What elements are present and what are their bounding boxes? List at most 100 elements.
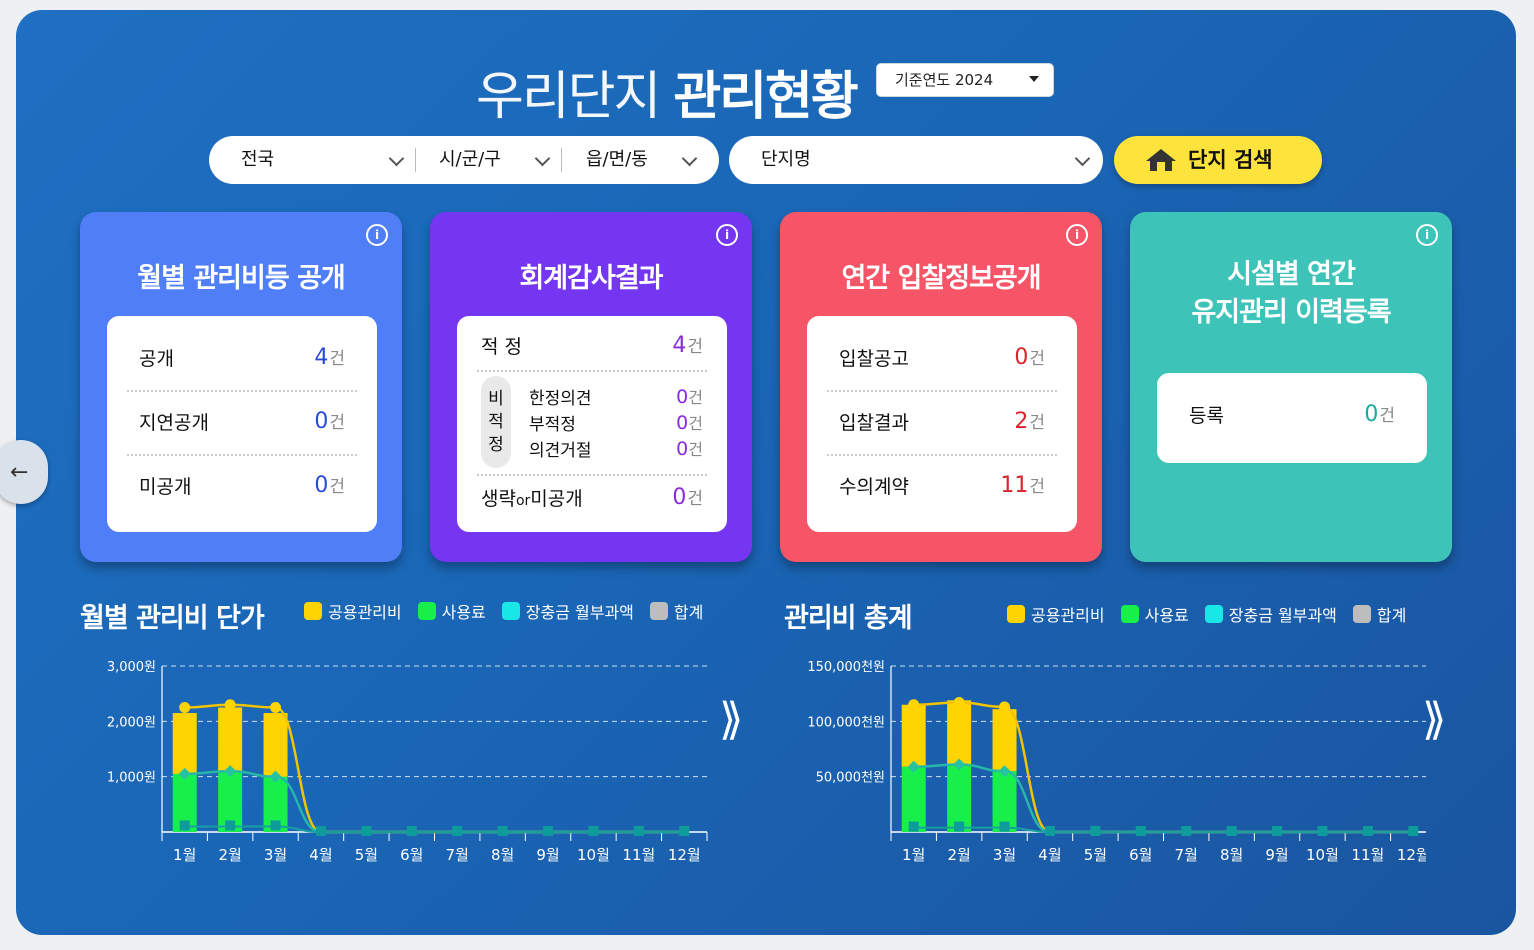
- info-icon[interactable]: i: [366, 224, 388, 246]
- unit: 건: [688, 414, 703, 433]
- x-tick-label: 1월: [173, 846, 196, 864]
- region3-label: 읍/면/동: [586, 149, 648, 170]
- point-reserve: [406, 826, 417, 836]
- legend-usage[interactable]: 사용료: [417, 599, 486, 623]
- point-reserve: [633, 826, 644, 836]
- title-light: 우리단지: [476, 67, 661, 127]
- unit: 건: [1379, 406, 1395, 426]
- row-value: 4건: [672, 332, 703, 358]
- year-select[interactable]: 기준연도 2024: [876, 63, 1054, 97]
- x-tick-label: 3월: [264, 846, 287, 864]
- bar-common: [992, 709, 1017, 772]
- row-disclaimer: 의견거절 0건: [529, 436, 703, 462]
- x-tick-label: 5월: [355, 846, 378, 864]
- unit: 건: [329, 413, 345, 433]
- card-facility-maintenance[interactable]: i 시설별 연간 유지관리 이력등록 등록 0건: [1130, 212, 1452, 562]
- chart2-next-icon[interactable]: ⟫: [1422, 694, 1447, 745]
- legend-label: 사용료: [1144, 606, 1189, 625]
- region2-select[interactable]: 시/군/구: [439, 136, 559, 184]
- legend-common[interactable]: 공용관리비: [1007, 602, 1105, 626]
- point-usage: [907, 760, 920, 773]
- line-usage: [184, 769, 685, 834]
- y-tick-label: 1,000원: [107, 771, 156, 786]
- unit: 건: [1029, 349, 1045, 369]
- x-tick-label: 9월: [536, 846, 559, 864]
- point-reserve: [361, 826, 372, 836]
- complex-search-button[interactable]: 단지 검색: [1114, 136, 1322, 184]
- search-button-label: 단지 검색: [1188, 148, 1273, 172]
- region3-select[interactable]: 읍/면/동: [586, 136, 706, 184]
- point-reserve: [954, 821, 965, 832]
- card-title-line: 시설별 연간: [1227, 259, 1356, 290]
- chart1-next-icon[interactable]: ⟫: [719, 694, 744, 745]
- legend-swatch: [1007, 605, 1025, 623]
- unit: 건: [1029, 413, 1045, 433]
- card-bid-info[interactable]: i 연간 입찰정보공개 입찰공고 0건 입찰결과 2건 수의계약 11건: [780, 212, 1102, 562]
- bar-common: [901, 704, 926, 767]
- row-value: 0건: [314, 408, 345, 434]
- chevron-down-icon: [681, 150, 698, 167]
- row-disclosed: 공개 4건: [139, 344, 345, 374]
- line-reserve: [913, 826, 1414, 833]
- legend-total[interactable]: 합계: [1352, 602, 1407, 626]
- card-title: 회계감사결과: [519, 263, 663, 294]
- x-tick-label: 11월: [622, 846, 655, 864]
- legend-common[interactable]: 공용관리비: [304, 599, 402, 623]
- x-tick-label: 7월: [446, 846, 469, 864]
- divider: [561, 148, 562, 172]
- card-audit-result[interactable]: i 회계감사결과 적 정 4건 비 적 정 한정의견 0건 부적정 0건: [430, 212, 752, 562]
- legend-swatch: [304, 602, 322, 620]
- legend-total[interactable]: 합계: [649, 599, 704, 623]
- label-a: 생략: [481, 488, 516, 510]
- row-value: 0건: [676, 436, 703, 460]
- row-value: 0건: [1014, 344, 1045, 370]
- chevron-down-icon: [534, 150, 551, 167]
- main-panel: 우리단지 관리현황 기준연도 2024 전국 시/군/구 읍/면/동 단지명 단지…: [16, 10, 1516, 935]
- home-icon: [1146, 149, 1176, 171]
- card-title-line: 유지관리 이력등록: [1191, 297, 1391, 328]
- point-reserve: [315, 826, 326, 836]
- row-bid-notice: 입찰공고 0건: [839, 344, 1045, 374]
- legend-swatch: [417, 602, 436, 620]
- info-icon[interactable]: i: [1066, 224, 1088, 246]
- card-title: 월별 관리비등 공개: [137, 263, 346, 294]
- legend-swatch: [1120, 605, 1139, 623]
- row-label: 부적정: [529, 415, 576, 435]
- region-select-bar: 전국 시/군/구 읍/면/동: [209, 136, 719, 184]
- chart1-monthly-unit-price: 1,000원 2,000원 3,000원 1월 2월 3월 4월 5월 6월 7월 8월 9월 10월 1…: [107, 660, 708, 864]
- value: 0: [672, 485, 687, 510]
- region1-select[interactable]: 전국: [241, 136, 411, 184]
- prev-arrow-button[interactable]: ←: [0, 440, 48, 504]
- card-fee-disclosure[interactable]: i 월별 관리비등 공개 공개 4건 지연공개 0건 미공개 0건: [80, 212, 402, 562]
- complex-select[interactable]: 단지명: [729, 136, 1103, 184]
- info-icon[interactable]: i: [1416, 224, 1438, 246]
- point-reserve: [1408, 826, 1419, 836]
- legend-reserve[interactable]: 장충금 월부과액: [1204, 602, 1337, 626]
- legend-label: 합계: [1376, 606, 1407, 625]
- legend-reserve[interactable]: 장충금 월부과액: [501, 599, 634, 623]
- unit: 건: [687, 489, 703, 509]
- legend-usage[interactable]: 사용료: [1120, 602, 1189, 626]
- x-tick-label: 8월: [491, 846, 514, 864]
- value: 0: [314, 473, 329, 498]
- info-icon[interactable]: i: [716, 224, 738, 246]
- row-value: 2건: [1014, 408, 1045, 434]
- y-tick-label: 150,000천원: [807, 660, 885, 675]
- chevron-down-icon: [1074, 150, 1091, 167]
- row-label: 지연공개: [139, 412, 209, 434]
- row-label: 입찰결과: [839, 412, 909, 434]
- row-label: 등록: [1189, 405, 1224, 427]
- card-inner: 공개 4건 지연공개 0건 미공개 0건: [107, 316, 377, 532]
- chevron-down-icon: [388, 150, 405, 167]
- divider: [827, 454, 1057, 456]
- row-value: 0건: [676, 410, 703, 434]
- value: 0: [676, 386, 689, 408]
- legend-label: 장충금 월부과액: [525, 603, 634, 622]
- legend-label: 합계: [673, 603, 704, 622]
- point-reserve: [1135, 826, 1146, 836]
- unit: 건: [329, 477, 345, 497]
- legend-swatch: [501, 602, 520, 620]
- x-tick-label: 6월: [400, 846, 423, 864]
- line-total: [184, 703, 685, 834]
- bar-usage: [901, 766, 926, 832]
